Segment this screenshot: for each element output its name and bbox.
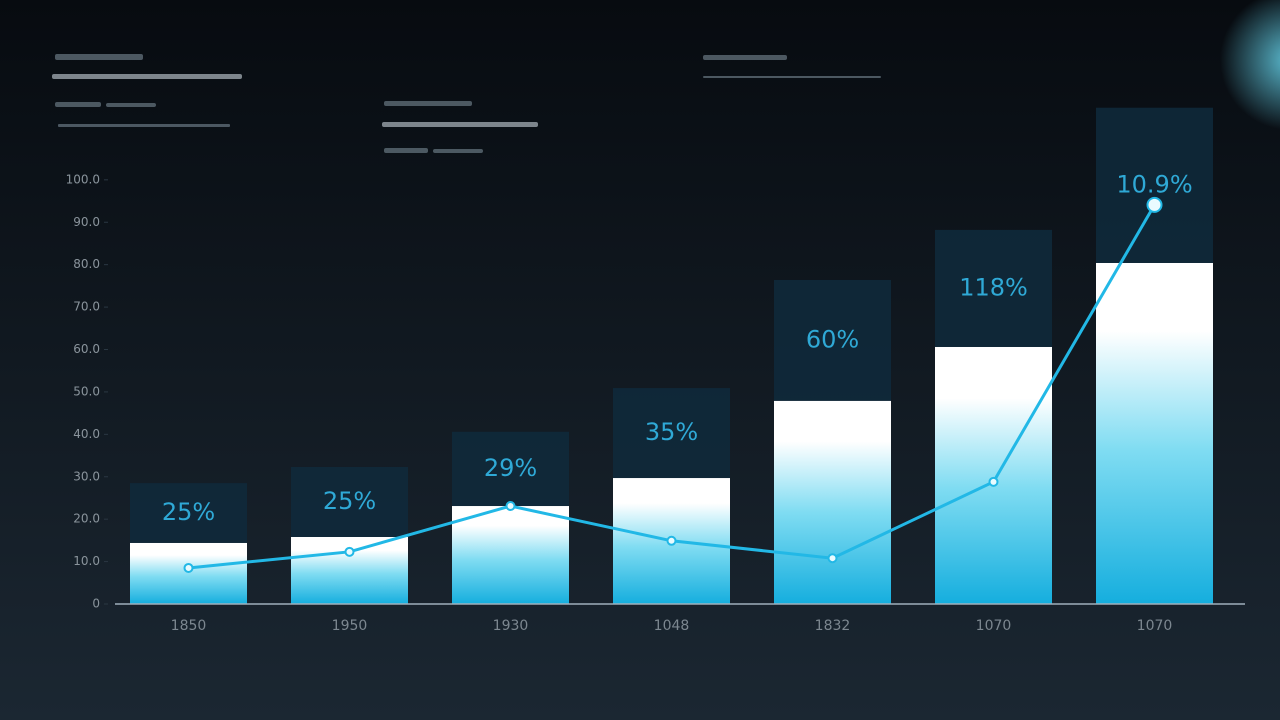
bar-upper <box>935 229 1052 347</box>
bar-annotation: 35% <box>645 418 698 446</box>
bar-annotation: 29% <box>484 454 537 482</box>
bar-upper <box>1096 107 1213 263</box>
bar <box>774 400 891 604</box>
bar-upper <box>613 388 730 479</box>
trend-point <box>344 546 355 557</box>
trend-point <box>1146 196 1163 213</box>
y-tick-label: 30.0 <box>73 469 100 483</box>
y-tick-label: 100.0 <box>66 172 100 186</box>
glow <box>1220 0 1280 130</box>
y-tick-label: 90.0 <box>73 215 100 229</box>
trend-point <box>827 553 838 564</box>
x-tick-label: 1070 <box>1137 618 1173 634</box>
trend-point <box>666 535 677 546</box>
y-tick-label: 70.0 <box>73 300 100 314</box>
bar-upper <box>452 431 569 507</box>
x-tick-label: 1930 <box>493 618 529 634</box>
bar <box>452 506 569 604</box>
y-tick-label: 50.0 <box>73 384 100 398</box>
y-tick-label: 0 <box>92 597 100 611</box>
y-tick-label: 80.0 <box>73 257 100 271</box>
y-tick-label: 10.0 <box>73 554 100 568</box>
bar-annotation: 25% <box>162 498 215 526</box>
trend-point <box>988 476 999 487</box>
bar-annotation: 60% <box>806 325 859 353</box>
y-tick-label: 20.0 <box>73 512 100 526</box>
x-tick-label: 1070 <box>976 618 1012 634</box>
bar-annotation: 25% <box>323 487 376 515</box>
bar-upper <box>130 483 247 543</box>
bar-annotation: 118% <box>959 273 1028 301</box>
x-tick-label: 1048 <box>654 618 690 634</box>
bar-annotation: 10.9% <box>1116 170 1192 198</box>
bar-upper <box>774 279 891 401</box>
bar <box>1096 262 1213 604</box>
y-tick-label: 40.0 <box>73 427 100 441</box>
header-placeholders <box>52 54 881 153</box>
bar <box>935 346 1052 604</box>
trend-point <box>505 501 516 512</box>
x-tick-label: 1850 <box>171 618 207 634</box>
x-tick-label: 1832 <box>815 618 851 634</box>
y-tick-label: 60.0 <box>73 342 100 356</box>
bar-upper <box>291 466 408 537</box>
trend-point <box>183 562 194 573</box>
bar <box>130 542 247 604</box>
x-tick-label: 1950 <box>332 618 368 634</box>
